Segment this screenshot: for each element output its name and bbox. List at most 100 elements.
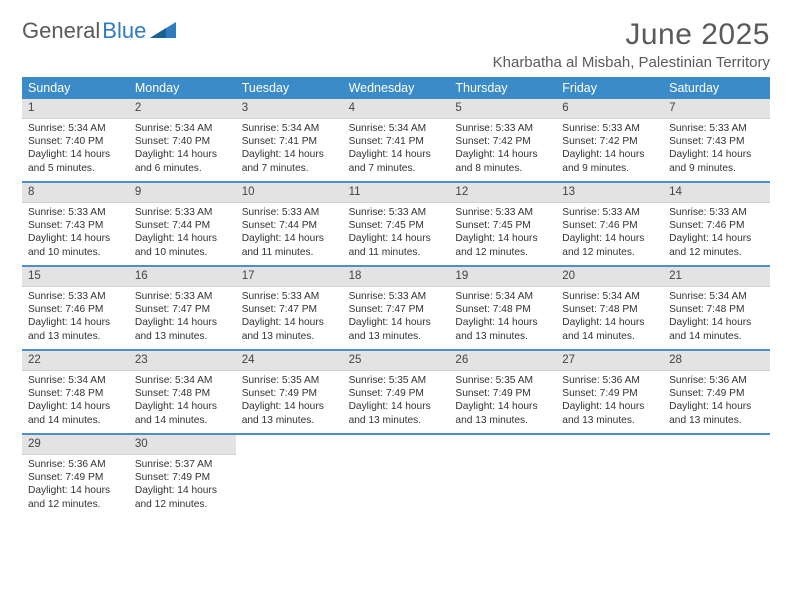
day-cell: 11Sunrise: 5:33 AMSunset: 7:45 PMDayligh…	[343, 183, 450, 265]
sunrise-line: Sunrise: 5:33 AM	[455, 122, 550, 135]
daylight-line: Daylight: 14 hours and 13 minutes.	[135, 316, 230, 343]
day-number: 13	[556, 183, 663, 203]
sunset-line: Sunset: 7:49 PM	[242, 387, 337, 400]
daylight-line: Daylight: 14 hours and 14 minutes.	[669, 316, 764, 343]
sunset-line: Sunset: 7:49 PM	[562, 387, 657, 400]
sunrise-line: Sunrise: 5:33 AM	[135, 290, 230, 303]
day-cell: 13Sunrise: 5:33 AMSunset: 7:46 PMDayligh…	[556, 183, 663, 265]
day-cell: 10Sunrise: 5:33 AMSunset: 7:44 PMDayligh…	[236, 183, 343, 265]
day-body: Sunrise: 5:33 AMSunset: 7:46 PMDaylight:…	[556, 203, 663, 265]
day-cell: 1Sunrise: 5:34 AMSunset: 7:40 PMDaylight…	[22, 99, 129, 181]
week-row: 22Sunrise: 5:34 AMSunset: 7:48 PMDayligh…	[22, 351, 770, 433]
daylight-line: Daylight: 14 hours and 7 minutes.	[349, 148, 444, 175]
day-number: 24	[236, 351, 343, 371]
sunrise-line: Sunrise: 5:37 AM	[135, 458, 230, 471]
day-body: Sunrise: 5:33 AMSunset: 7:42 PMDaylight:…	[449, 119, 556, 181]
week-row: 8Sunrise: 5:33 AMSunset: 7:43 PMDaylight…	[22, 183, 770, 265]
sunset-line: Sunset: 7:49 PM	[349, 387, 444, 400]
daylight-line: Daylight: 14 hours and 11 minutes.	[349, 232, 444, 259]
day-body: Sunrise: 5:34 AMSunset: 7:48 PMDaylight:…	[129, 371, 236, 433]
sunset-line: Sunset: 7:49 PM	[135, 471, 230, 484]
daylight-line: Daylight: 14 hours and 13 minutes.	[349, 316, 444, 343]
sunrise-line: Sunrise: 5:33 AM	[242, 206, 337, 219]
sunset-line: Sunset: 7:44 PM	[242, 219, 337, 232]
sunrise-line: Sunrise: 5:34 AM	[28, 122, 123, 135]
sunrise-line: Sunrise: 5:33 AM	[349, 290, 444, 303]
daylight-line: Daylight: 14 hours and 13 minutes.	[242, 316, 337, 343]
day-cell: 20Sunrise: 5:34 AMSunset: 7:48 PMDayligh…	[556, 267, 663, 349]
sunset-line: Sunset: 7:46 PM	[669, 219, 764, 232]
sunset-line: Sunset: 7:44 PM	[135, 219, 230, 232]
day-body: Sunrise: 5:33 AMSunset: 7:46 PMDaylight:…	[22, 287, 129, 349]
day-cell: 28Sunrise: 5:36 AMSunset: 7:49 PMDayligh…	[663, 351, 770, 433]
month-title: June 2025	[493, 18, 770, 52]
day-body: Sunrise: 5:35 AMSunset: 7:49 PMDaylight:…	[449, 371, 556, 433]
sunrise-line: Sunrise: 5:33 AM	[669, 122, 764, 135]
week-row: 15Sunrise: 5:33 AMSunset: 7:46 PMDayligh…	[22, 267, 770, 349]
daylight-line: Daylight: 14 hours and 12 minutes.	[562, 232, 657, 259]
sunset-line: Sunset: 7:49 PM	[455, 387, 550, 400]
brand-part2: Blue	[102, 18, 146, 44]
day-body: Sunrise: 5:34 AMSunset: 7:40 PMDaylight:…	[129, 119, 236, 181]
day-number: 15	[22, 267, 129, 287]
day-cell: 15Sunrise: 5:33 AMSunset: 7:46 PMDayligh…	[22, 267, 129, 349]
sunrise-line: Sunrise: 5:33 AM	[28, 206, 123, 219]
day-number: 16	[129, 267, 236, 287]
day-body: Sunrise: 5:34 AMSunset: 7:40 PMDaylight:…	[22, 119, 129, 181]
sunset-line: Sunset: 7:47 PM	[349, 303, 444, 316]
sunset-line: Sunset: 7:48 PM	[562, 303, 657, 316]
day-cell: 14Sunrise: 5:33 AMSunset: 7:46 PMDayligh…	[663, 183, 770, 265]
daylight-line: Daylight: 14 hours and 9 minutes.	[562, 148, 657, 175]
daylight-line: Daylight: 14 hours and 7 minutes.	[242, 148, 337, 175]
sunset-line: Sunset: 7:43 PM	[669, 135, 764, 148]
sunrise-line: Sunrise: 5:34 AM	[135, 122, 230, 135]
dow-cell: Sunday	[22, 77, 129, 99]
daylight-line: Daylight: 14 hours and 5 minutes.	[28, 148, 123, 175]
day-cell	[343, 435, 450, 517]
day-body: Sunrise: 5:34 AMSunset: 7:48 PMDaylight:…	[449, 287, 556, 349]
week-row: 29Sunrise: 5:36 AMSunset: 7:49 PMDayligh…	[22, 435, 770, 517]
day-cell: 16 Sunrise: 5:33 AMSunset: 7:47 PMDayligh…	[129, 267, 236, 349]
sunset-line: Sunset: 7:49 PM	[669, 387, 764, 400]
sunset-line: Sunset: 7:47 PM	[135, 303, 230, 316]
day-number: 7	[663, 99, 770, 119]
daylight-line: Daylight: 14 hours and 14 minutes.	[28, 400, 123, 427]
sunset-line: Sunset: 7:42 PM	[562, 135, 657, 148]
day-number: 5	[449, 99, 556, 119]
day-cell: 17Sunrise: 5:33 AMSunset: 7:47 PMDayligh…	[236, 267, 343, 349]
sunset-line: Sunset: 7:45 PM	[455, 219, 550, 232]
day-cell: 30Sunrise: 5:37 AMSunset: 7:49 PMDayligh…	[129, 435, 236, 517]
day-cell: 26Sunrise: 5:35 AMSunset: 7:49 PMDayligh…	[449, 351, 556, 433]
location-label: Kharbatha al Misbah, Palestinian Territo…	[493, 54, 770, 71]
day-cell: 27Sunrise: 5:36 AMSunset: 7:49 PMDayligh…	[556, 351, 663, 433]
sunrise-line: Sunrise: 5:33 AM	[669, 206, 764, 219]
day-number: 3	[236, 99, 343, 119]
daylight-line: Daylight: 14 hours and 13 minutes.	[562, 400, 657, 427]
day-number: 1	[22, 99, 129, 119]
sunset-line: Sunset: 7:48 PM	[135, 387, 230, 400]
sunset-line: Sunset: 7:48 PM	[669, 303, 764, 316]
sunrise-line: Sunrise: 5:34 AM	[349, 122, 444, 135]
day-cell: 12Sunrise: 5:33 AMSunset: 7:45 PMDayligh…	[449, 183, 556, 265]
day-number: 11	[343, 183, 450, 203]
day-cell	[236, 435, 343, 517]
sunrise-line: Sunrise: 5:33 AM	[349, 206, 444, 219]
logo-triangle-icon	[150, 18, 176, 44]
day-cell: 19Sunrise: 5:34 AMSunset: 7:48 PMDayligh…	[449, 267, 556, 349]
sunset-line: Sunset: 7:48 PM	[455, 303, 550, 316]
week-row: 1Sunrise: 5:34 AMSunset: 7:40 PMDaylight…	[22, 99, 770, 181]
week-separator	[22, 433, 770, 435]
daylight-line: Daylight: 14 hours and 13 minutes.	[242, 400, 337, 427]
sunrise-line: Sunrise: 5:34 AM	[135, 374, 230, 387]
day-cell: 7Sunrise: 5:33 AMSunset: 7:43 PMDaylight…	[663, 99, 770, 181]
dow-cell: Monday	[129, 77, 236, 99]
day-body: Sunrise: 5:34 AMSunset: 7:41 PMDaylight:…	[236, 119, 343, 181]
day-cell: 23Sunrise: 5:34 AMSunset: 7:48 PMDayligh…	[129, 351, 236, 433]
day-number: 4	[343, 99, 450, 119]
daylight-line: Daylight: 14 hours and 12 minutes.	[135, 484, 230, 511]
sunset-line: Sunset: 7:46 PM	[562, 219, 657, 232]
sunset-line: Sunset: 7:49 PM	[28, 471, 123, 484]
day-body: Sunrise: 5:34 AMSunset: 7:48 PMDaylight:…	[22, 371, 129, 433]
day-cell: 29Sunrise: 5:36 AMSunset: 7:49 PMDayligh…	[22, 435, 129, 517]
day-cell: 5Sunrise: 5:33 AMSunset: 7:42 PMDaylight…	[449, 99, 556, 181]
